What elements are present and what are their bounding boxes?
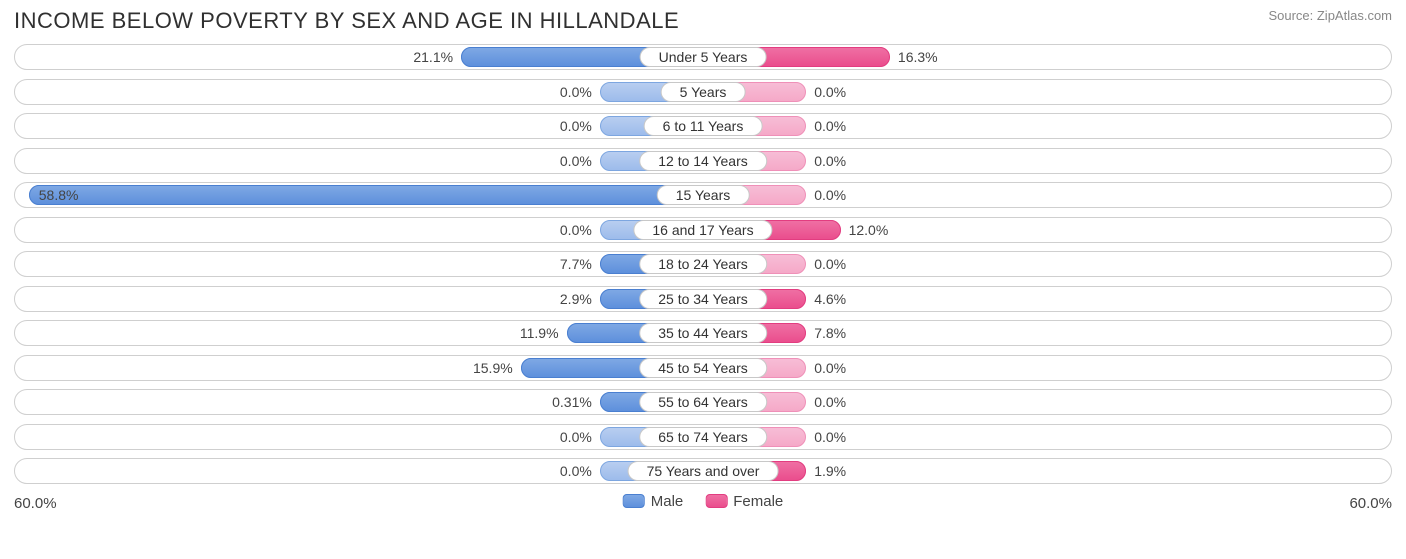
- category-pill: 75 Years and over: [628, 461, 779, 481]
- female-half: 0.0%: [703, 427, 1391, 447]
- row-track: 0.0% 12.0% 16 and 17 Years: [14, 217, 1392, 243]
- row-track: 0.0% 1.9% 75 Years and over: [14, 458, 1392, 484]
- female-pct-label: 0.0%: [806, 392, 846, 412]
- male-half: 58.8%: [15, 185, 703, 205]
- male-half: 21.1%: [15, 47, 703, 67]
- female-half: 12.0%: [703, 220, 1391, 240]
- legend-item-female: Female: [705, 493, 783, 510]
- female-pct-label: 0.0%: [806, 82, 846, 102]
- male-pct-label: 0.0%: [560, 461, 600, 481]
- female-half: 7.8%: [703, 323, 1391, 343]
- female-pct-label: 12.0%: [841, 220, 889, 240]
- male-data-bar: [29, 185, 703, 205]
- male-pct-label: 0.0%: [560, 116, 600, 136]
- chart-area: 21.1%16.3%Under 5 Years0.0%0.0%5 Years0.…: [14, 44, 1392, 484]
- female-half: 4.6%: [703, 289, 1391, 309]
- male-pct-label: 0.0%: [560, 427, 600, 447]
- male-pct-label: 15.9%: [473, 358, 521, 378]
- female-pct-label: 0.0%: [806, 185, 846, 205]
- female-pct-label: 0.0%: [806, 116, 846, 136]
- male-half: 2.9%: [15, 289, 703, 309]
- legend-label-male: Male: [651, 493, 684, 510]
- swatch-female: [705, 494, 727, 508]
- header: INCOME BELOW POVERTY BY SEX AND AGE IN H…: [14, 8, 1392, 34]
- row-track: 58.8% 0.0% 15 Years: [14, 182, 1392, 208]
- male-pct-label: 0.0%: [560, 151, 600, 171]
- male-pct-label: 0.31%: [552, 392, 600, 412]
- female-pct-label: 0.0%: [806, 254, 846, 274]
- female-pct-label: 7.8%: [806, 323, 846, 343]
- row-track: 0.31% 0.0% 55 to 64 Years: [14, 389, 1392, 415]
- female-pct-label: 0.0%: [806, 358, 846, 378]
- category-pill: 6 to 11 Years: [644, 116, 763, 136]
- source-label: Source: ZipAtlas.com: [1268, 8, 1392, 23]
- category-pill: 12 to 14 Years: [639, 151, 767, 171]
- male-pct-label: 0.0%: [560, 220, 600, 240]
- female-pct-label: 16.3%: [890, 47, 938, 67]
- row-track: 7.7% 0.0% 18 to 24 Years: [14, 251, 1392, 277]
- male-pct-label: 2.9%: [560, 289, 600, 309]
- male-half: 0.0%: [15, 461, 703, 481]
- category-pill: 25 to 34 Years: [639, 289, 767, 309]
- category-pill: 55 to 64 Years: [639, 392, 767, 412]
- axis-max-left: 60.0%: [14, 495, 57, 512]
- female-pct-label: 4.6%: [806, 289, 846, 309]
- male-half: 11.9%: [15, 323, 703, 343]
- row-track: 2.9% 4.6% 25 to 34 Years: [14, 286, 1392, 312]
- female-half: 0.0%: [703, 116, 1391, 136]
- male-half: 0.31%: [15, 392, 703, 412]
- male-pct-label: 58.8%: [29, 185, 79, 205]
- row-track: 0.0% 0.0% 6 to 11 Years: [14, 113, 1392, 139]
- female-half: 0.0%: [703, 392, 1391, 412]
- female-pct-label: 0.0%: [806, 151, 846, 171]
- category-pill: 16 and 17 Years: [633, 220, 772, 240]
- category-pill: 15 Years: [657, 185, 750, 205]
- legend-label-female: Female: [733, 493, 783, 510]
- chart-container: INCOME BELOW POVERTY BY SEX AND AGE IN H…: [0, 0, 1406, 559]
- male-pct-label: 7.7%: [560, 254, 600, 274]
- male-half: 15.9%: [15, 358, 703, 378]
- legend-item-male: Male: [623, 493, 684, 510]
- male-pct-label: 0.0%: [560, 82, 600, 102]
- category-pill: Under 5 Years: [640, 47, 767, 67]
- male-half: 0.0%: [15, 116, 703, 136]
- female-half: 0.0%: [703, 151, 1391, 171]
- row-track: 15.9% 0.0% 45 to 54 Years: [14, 355, 1392, 381]
- male-half: 0.0%: [15, 427, 703, 447]
- category-pill: 18 to 24 Years: [639, 254, 767, 274]
- row-track: 0.0% 0.0% 5 Years: [14, 79, 1392, 105]
- male-half: 7.7%: [15, 254, 703, 274]
- male-half: 0.0%: [15, 220, 703, 240]
- female-half: 0.0%: [703, 358, 1391, 378]
- category-pill: 45 to 54 Years: [639, 358, 767, 378]
- row-track: 0.0% 0.0% 12 to 14 Years: [14, 148, 1392, 174]
- female-pct-label: 0.0%: [806, 427, 846, 447]
- swatch-male: [623, 494, 645, 508]
- male-half: 0.0%: [15, 151, 703, 171]
- female-pct-label: 1.9%: [806, 461, 846, 481]
- category-pill: 5 Years: [661, 82, 746, 102]
- footer: 60.0% Male Female 60.0%: [14, 493, 1392, 519]
- female-half: 0.0%: [703, 82, 1391, 102]
- female-half: 1.9%: [703, 461, 1391, 481]
- category-pill: 35 to 44 Years: [639, 323, 767, 343]
- axis-max-right: 60.0%: [1349, 495, 1392, 512]
- male-pct-label: 11.9%: [520, 323, 567, 343]
- male-pct-label: 21.1%: [413, 47, 461, 67]
- row-track: 21.1% 16.3% Under 5 Years: [14, 44, 1392, 70]
- row-track: 0.0% 0.0% 65 to 74 Years: [14, 424, 1392, 450]
- legend: Male Female: [623, 493, 784, 510]
- female-half: 0.0%: [703, 254, 1391, 274]
- female-half: 16.3%: [703, 47, 1391, 67]
- chart-title: INCOME BELOW POVERTY BY SEX AND AGE IN H…: [14, 8, 679, 34]
- category-pill: 65 to 74 Years: [639, 427, 767, 447]
- female-half: 0.0%: [703, 185, 1391, 205]
- male-half: 0.0%: [15, 82, 703, 102]
- row-track: 11.9% 7.8% 35 to 44 Years: [14, 320, 1392, 346]
